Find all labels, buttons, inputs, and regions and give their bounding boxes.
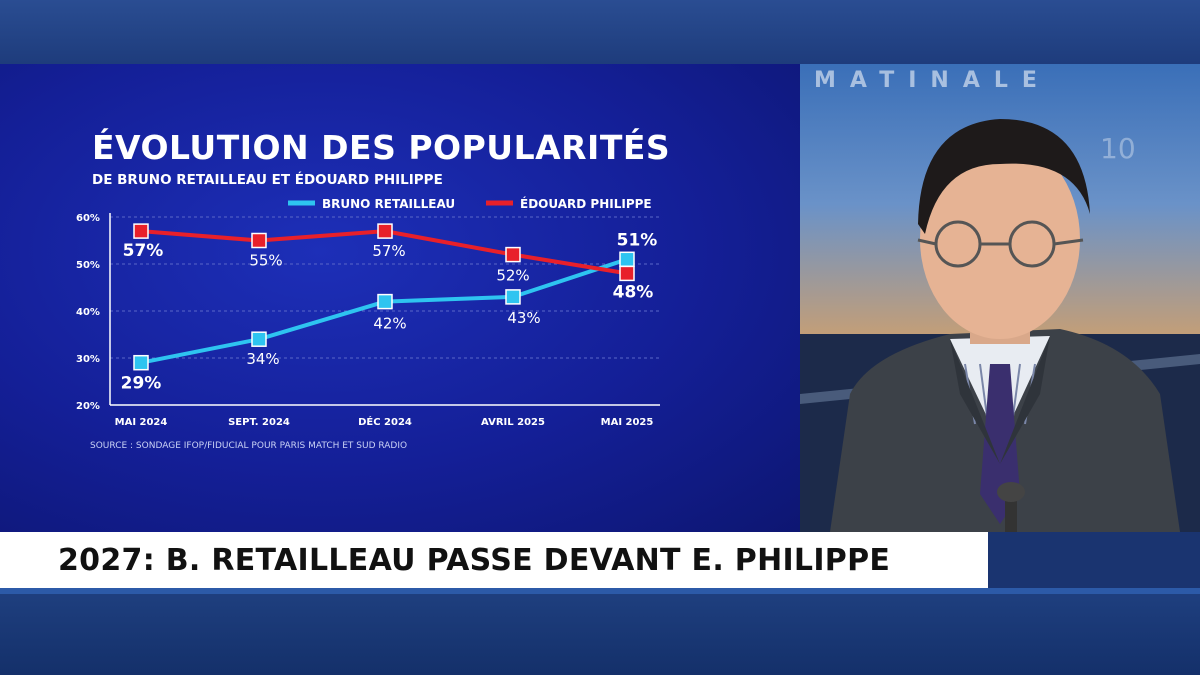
data-point: [133, 354, 149, 371]
data-point: [133, 223, 149, 239]
chart-title: ÉVOLUTION DES POPULARITÉS: [92, 128, 671, 167]
data-label: 52%: [496, 267, 529, 285]
y-tick-label: 60%: [76, 213, 100, 224]
y-tick-label: 40%: [76, 307, 100, 318]
top-band: [0, 0, 1200, 64]
x-tick-label: MAI 2024: [115, 417, 168, 428]
chart-panel: ÉVOLUTION DES POPULARITÉS DE BRUNO RETAI…: [0, 64, 800, 532]
studio-logo: MATINALE: [814, 68, 1051, 93]
legend-label: BRUNO RETAILLEAU: [322, 197, 455, 211]
data-label: 51%: [617, 230, 658, 250]
data-label: 57%: [123, 241, 164, 261]
x-tick-label: AVRIL 2025: [481, 417, 545, 428]
data-point: [377, 223, 393, 239]
data-point: [619, 251, 635, 268]
y-tick-label: 50%: [76, 260, 100, 271]
bottom-stripe: [0, 588, 1200, 594]
lower-third-banner: 2027: B. RETAILLEAU PASSE DEVANT E. PHIL…: [0, 532, 988, 588]
legend-label: ÉDOUARD PHILIPPE: [520, 196, 652, 211]
line-chart: 60% 50% 40% 30% 20% MAI 2024 SEPT. 2024 DÉC 202…: [76, 196, 660, 428]
data-label: 55%: [249, 252, 282, 270]
data-point: [505, 289, 521, 305]
data-label: 43%: [507, 309, 540, 327]
y-tick-label: 30%: [76, 354, 100, 365]
presenter-image: [800, 119, 1200, 532]
x-tick-label: SEPT. 2024: [228, 417, 290, 428]
bottom-band: [0, 588, 1200, 675]
data-label: 48%: [613, 282, 654, 302]
data-label: 34%: [246, 350, 279, 368]
data-point: [251, 232, 267, 249]
headline: 2027: B. RETAILLEAU PASSE DEVANT E. PHIL…: [58, 543, 891, 578]
data-point: [505, 246, 521, 263]
y-tick-label: 20%: [76, 401, 100, 412]
data-point: [619, 265, 635, 282]
data-label: 42%: [373, 315, 406, 333]
x-tick-label: DÉC 2024: [358, 415, 412, 428]
data-point: [251, 331, 267, 347]
studio-video: MATINALE 10: [800, 64, 1200, 532]
chart-subtitle: DE BRUNO RETAILLEAU ET ÉDOUARD PHILIPPE: [92, 172, 443, 188]
studio-background-number: 10: [1100, 132, 1136, 165]
x-tick-label: MAI 2025: [601, 417, 654, 428]
data-label: 57%: [372, 242, 405, 260]
data-point: [377, 293, 393, 310]
source-note: SOURCE : SONDAGE IFOP/FIDUCIAL POUR PARI…: [90, 441, 408, 451]
data-label: 29%: [121, 374, 162, 394]
